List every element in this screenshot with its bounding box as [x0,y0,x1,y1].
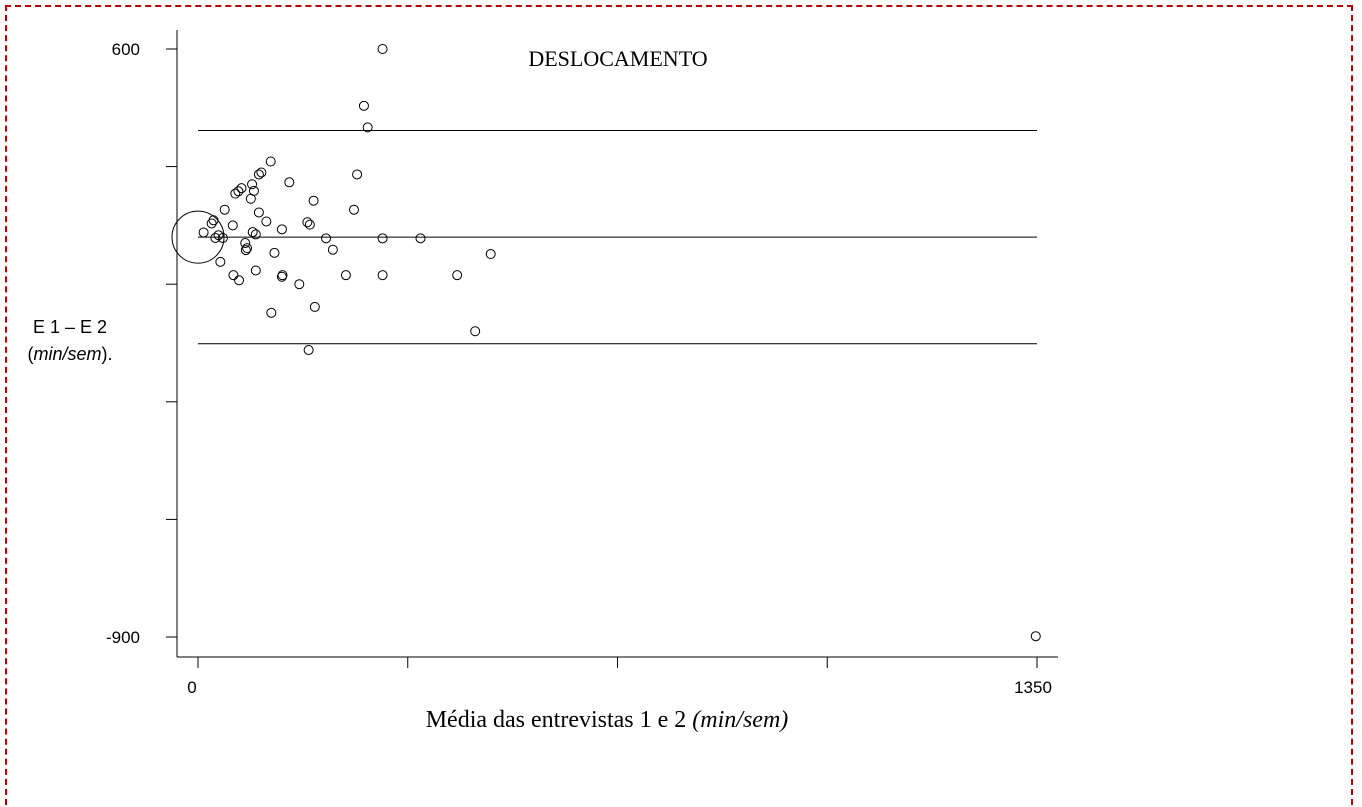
data-point [233,186,244,197]
x-tick-label: 1350 [1014,678,1052,697]
data-points [171,44,1041,642]
data-point [219,204,230,215]
data-point [208,215,219,226]
x-axis-label-unit: (min/sem) [692,707,788,733]
data-point [228,270,239,281]
data-point [1030,631,1041,642]
data-point [377,270,388,281]
data-point [470,326,481,337]
data-point [261,216,272,227]
data-point [236,183,247,194]
y-axis-label-suffix: ). [102,344,113,364]
data-point [377,44,388,54]
data-point [276,224,287,235]
x-tick-label: 0 [187,678,196,697]
data-point [230,188,241,199]
data-point [362,122,373,133]
data-point [217,232,228,243]
data-point [253,169,264,180]
data-point [253,207,264,218]
data-point [250,229,261,240]
data-point [340,270,351,281]
data-point [215,256,226,267]
data-point [198,227,209,238]
y-axis-label-unit: min/sem [33,344,101,364]
data-point [303,345,314,356]
x-axis-ticks: 0 1350 [187,657,1052,697]
data-point [377,233,388,244]
data-point [302,217,313,228]
y-axis-label-line2: (min/sem). [27,344,112,364]
data-point [206,218,217,229]
data-point [321,233,332,244]
y-axis-ticks: 600 -900 [106,40,177,647]
y-tick-label: 600 [112,40,140,59]
data-point [240,245,251,256]
reference-lines [198,130,1037,345]
data-point [485,249,496,260]
data-point [358,100,369,111]
data-point [308,195,319,206]
data-point [250,265,261,276]
data-point [265,156,276,167]
data-point [309,301,320,312]
data-point [304,219,315,230]
data-point [240,238,251,249]
figure-frame [5,5,1353,805]
y-tick-label: -900 [106,628,140,647]
y-axis-label-prefix: ( [27,344,33,364]
chart-title: DESLOCAMENTO [528,46,707,71]
data-point [247,227,258,238]
data-point [269,247,280,258]
data-point [247,179,258,190]
x-axis-label-main: Média das entrevistas 1 e 2 [426,707,687,733]
data-point [276,271,287,282]
data-point [415,233,426,244]
data-point [245,193,256,204]
data-point [352,169,363,180]
data-point [210,232,221,243]
data-point [256,167,267,178]
data-point [227,220,238,231]
data-point [452,270,463,281]
data-point [348,204,359,215]
data-point [234,275,245,286]
data-point [242,243,253,254]
large-data-marker [171,210,225,264]
x-axis-label: Média das entrevistas 1 e 2 (min/sem) [426,707,789,733]
data-point [294,279,305,290]
data-point [284,177,295,188]
data-point [266,307,277,318]
y-axis-label-line1: E 1 – E 2 [33,317,107,337]
data-point [327,244,338,255]
